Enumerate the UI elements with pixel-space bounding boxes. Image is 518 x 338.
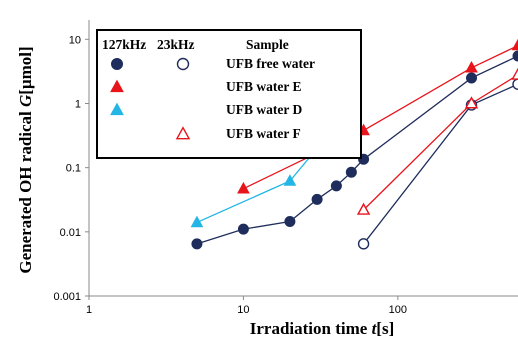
y-tick-label: 0.1	[66, 163, 81, 175]
legend-header-freq1: 127kHz	[102, 37, 146, 52]
legend-entry-label: UFB water D	[226, 102, 302, 117]
x-axis-label-main: Irradiation time	[250, 319, 372, 338]
data-point-ufb-free-water-127khz	[191, 238, 203, 250]
data-point-ufb-water-e-127khz	[237, 181, 250, 194]
y-axis-label: Generated OH radical G[μmol]	[16, 46, 35, 273]
data-point-ufb-water-d-127khz	[190, 215, 204, 228]
y-tick-label: 0.01	[60, 227, 81, 239]
x-axis-label-unit: [s]	[376, 319, 394, 338]
data-point-ufb-water-e-127khz	[465, 61, 478, 73]
data-point-ufb-free-water-127khz	[466, 72, 478, 84]
data-point-ufb-water-e-127khz	[511, 38, 518, 51]
legend-entry-label: UFB water F	[226, 126, 301, 141]
data-point-ufb-water-f-23khz	[356, 202, 371, 215]
data-point-ufb-free-water-127khz	[345, 166, 357, 178]
y-tick-label: 10	[69, 34, 81, 46]
legend-marker	[176, 57, 190, 71]
data-point-ufb-water-f-23khz	[464, 96, 479, 109]
x-tick-label: 1	[86, 304, 92, 316]
y-axis-label-var: G	[16, 94, 35, 107]
y-axis-label-main: Generated OH radical	[16, 107, 35, 274]
data-point-ufb-free-water-23khz	[512, 78, 518, 90]
legend-rows: UFB free water UFB water E UFB water D UFB …	[110, 56, 315, 141]
data-point-ufb-free-water-127khz	[330, 180, 342, 192]
series-line-ufb-free-water-23khz	[363, 83, 518, 245]
data-point-ufb-free-water-127khz	[512, 50, 518, 62]
legend-header-sample: Sample	[246, 37, 289, 52]
x-axis-label: Irradiation time t[s]	[250, 319, 395, 338]
data-point-ufb-free-water-127khz	[311, 193, 323, 205]
data-point-ufb-water-f-23khz	[511, 67, 518, 80]
data-point-ufb-free-water-23khz	[357, 238, 370, 250]
legend-marker	[111, 58, 123, 70]
data-point-ufb-water-d-127khz	[283, 174, 297, 186]
legend-marker	[110, 79, 124, 93]
tick-group: 0.001 0.01 0.1 1 10 1 10 100	[53, 34, 407, 316]
x-axis-label-var: t	[372, 319, 378, 338]
x-tick-label: 10	[237, 304, 249, 316]
x-tick-label: 100	[389, 304, 407, 316]
y-tick-label: 1	[75, 98, 81, 110]
data-point-ufb-free-water-127khz	[284, 215, 296, 227]
legend-marker	[175, 126, 191, 140]
legend-entry-label: UFB free water	[226, 56, 315, 71]
y-axis-label-unit: [μmol]	[16, 46, 35, 94]
legend-box	[96, 29, 362, 159]
legend-header-freq2: 23kHz	[157, 37, 195, 52]
legend-entry-label: UFB water E	[226, 79, 302, 94]
data-point-ufb-free-water-127khz	[237, 223, 249, 235]
y-tick-label: 0.001	[53, 291, 81, 303]
legend-marker	[110, 102, 124, 116]
legend: 127kHz 23kHz Sample UFB free water UFB wa…	[96, 29, 362, 159]
series-line-ufb-water-e-127khz	[243, 44, 518, 190]
